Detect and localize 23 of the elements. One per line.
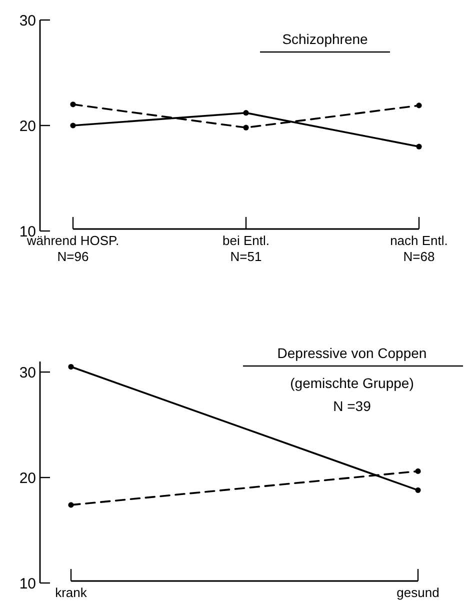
y-tick-label: 30 <box>19 364 36 382</box>
point <box>416 102 422 108</box>
point <box>416 144 422 150</box>
chart-title: Depressive von Coppen <box>277 345 427 361</box>
x-tick-label: bei Entl. N=51 <box>222 233 270 264</box>
point <box>68 502 74 508</box>
annotation: N =39 <box>333 398 372 414</box>
text: (gemischte Gruppe) <box>290 375 414 391</box>
text: Schizophrene <box>282 31 368 47</box>
y-tick-label: 10 <box>19 575 36 592</box>
y-tick-label: 20 <box>19 470 36 487</box>
point <box>243 110 249 116</box>
x-tick-label: krank <box>55 585 88 600</box>
point <box>243 124 249 130</box>
point <box>415 487 421 493</box>
x-tick-label: nach Entl. N=68 <box>390 233 448 264</box>
point <box>68 364 74 370</box>
y-tick-label: 20 <box>19 118 36 135</box>
point <box>70 122 76 128</box>
y-tick-label: 30 <box>19 12 36 30</box>
point <box>70 102 76 108</box>
point <box>415 468 421 474</box>
x-tick-label: gesund <box>396 585 440 600</box>
